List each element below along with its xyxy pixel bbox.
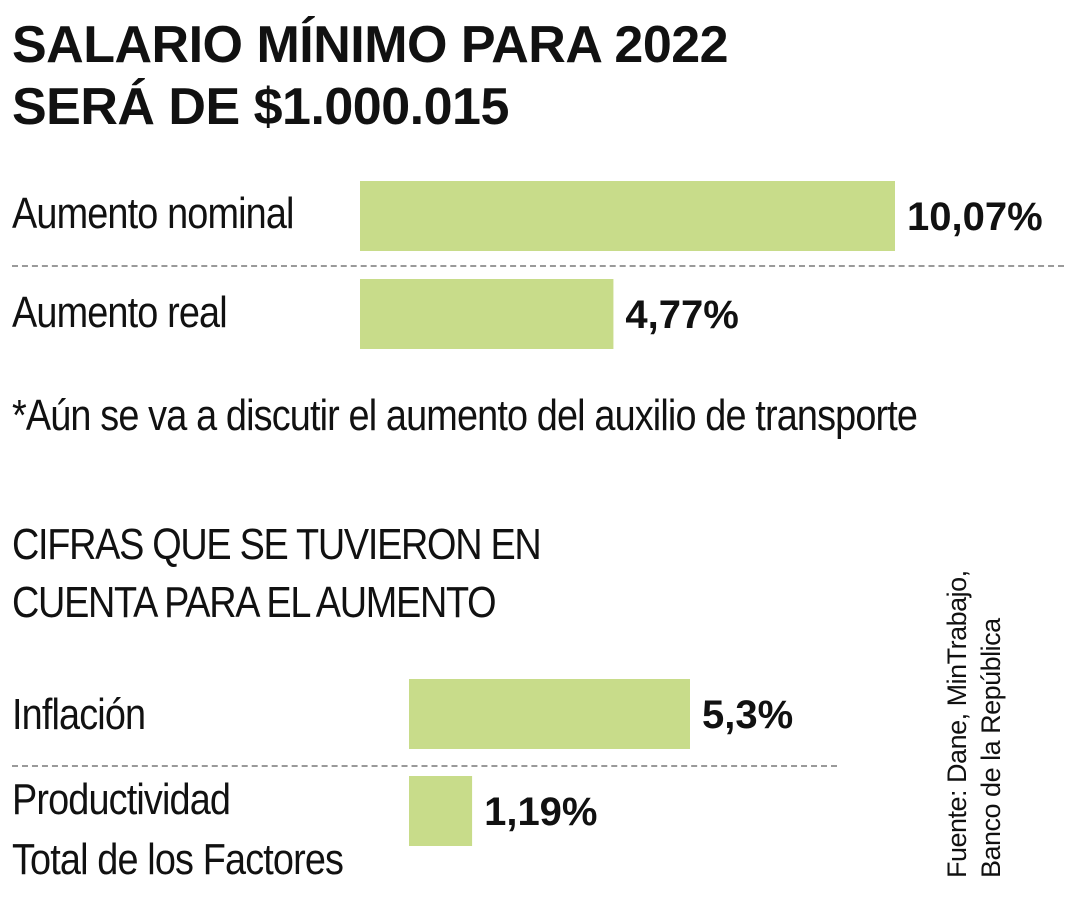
label-aumento-nominal: Aumento nominal (12, 189, 294, 238)
divider-1 (12, 265, 1064, 267)
section-title: CIFRAS QUE SE TUVIERON EN CUENTA PARA EL… (12, 516, 542, 632)
footnote: *Aún se va a discutir el aumento del aux… (12, 391, 918, 440)
bar-0-1 (360, 279, 614, 349)
section-title-line-1: CIFRAS QUE SE TUVIERON EN (12, 520, 542, 569)
bar-1-0 (409, 679, 690, 749)
bar-0-0 (360, 181, 895, 251)
label-aumento-real: Aumento real (12, 288, 228, 337)
divider-2 (12, 765, 837, 767)
section-title-line-2: CUENTA PARA EL AUMENTO (12, 578, 497, 627)
bar-value-label-0-1: 4,77% (625, 293, 738, 337)
bar-value-label-1-0: 5,3% (702, 693, 793, 737)
bar-1-1 (409, 776, 473, 846)
title-line-1: SALARIO MÍNIMO PARA 2022 (12, 16, 729, 74)
label-productividad-line-1: Productividad (12, 775, 231, 824)
label-inflacion: Inflación (12, 690, 146, 739)
label-productividad-line-2: Total de los Factores (12, 835, 344, 884)
title-line-2: SERÁ DE $1.000.015 (12, 78, 509, 136)
bar-value-label-0-0: 10,07% (907, 195, 1043, 239)
bar-value-label-1-1: 1,19% (484, 790, 597, 834)
page-title: SALARIO MÍNIMO PARA 2022 SERÁ DE $1.000.… (12, 14, 729, 138)
